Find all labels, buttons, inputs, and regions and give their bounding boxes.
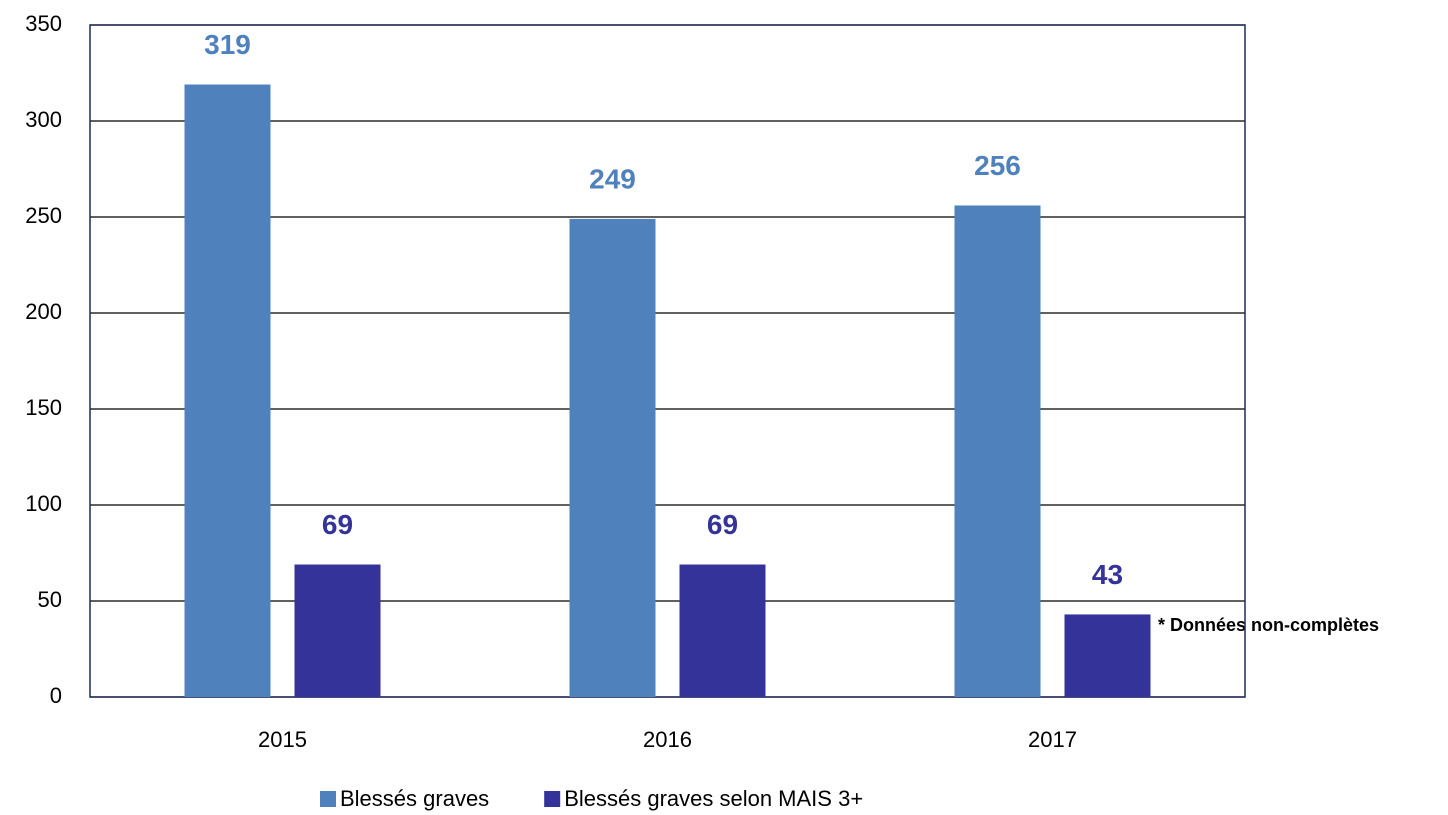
y-tick-label: 200 [25, 299, 62, 324]
bar [569, 218, 656, 698]
x-tick-label: 2015 [258, 727, 307, 752]
legend-label: Blessés graves selon MAIS 3+ [564, 786, 863, 811]
y-tick-label: 350 [25, 11, 62, 36]
y-tick-label: 250 [25, 203, 62, 228]
x-tick-label: 2017 [1028, 727, 1077, 752]
value-label: 43 [1092, 559, 1123, 590]
y-tick-label: 0 [50, 683, 62, 708]
y-tick-label: 300 [25, 107, 62, 132]
y-tick-label: 100 [25, 491, 62, 516]
plot-border [89, 24, 1246, 698]
legend-swatch [544, 791, 561, 807]
bar [1064, 614, 1151, 697]
bar [954, 205, 1041, 698]
x-tick-label: 2016 [643, 727, 692, 752]
bar [679, 564, 766, 697]
value-label: 319 [204, 29, 251, 60]
legend-swatch [320, 791, 336, 807]
bar [184, 84, 271, 697]
bar [294, 564, 381, 697]
value-label: 249 [589, 163, 636, 194]
y-tick-label: 150 [25, 395, 62, 420]
value-label: 69 [707, 509, 738, 540]
legend-label: Blessés graves [340, 786, 489, 811]
value-label: 256 [974, 150, 1021, 181]
y-tick-label: 50 [38, 587, 62, 612]
annotation: * Données non-complètes [1158, 615, 1379, 635]
value-label: 69 [322, 509, 353, 540]
